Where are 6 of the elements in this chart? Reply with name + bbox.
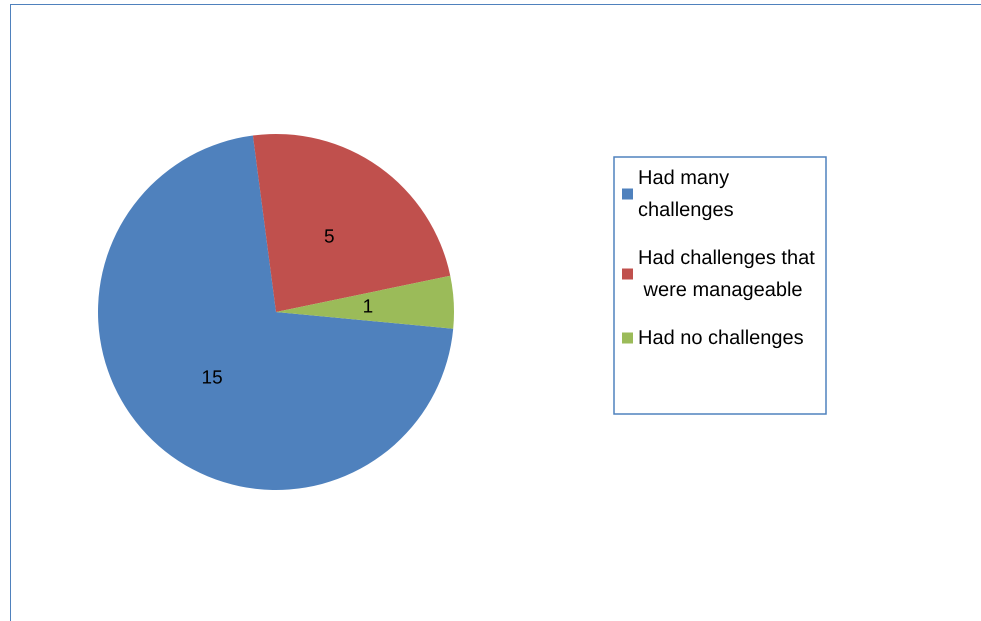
legend-label: Had no challenges <box>638 327 804 349</box>
data-label: 5 <box>324 226 335 248</box>
data-label: 15 <box>202 368 223 389</box>
data-label: 1 <box>362 296 374 318</box>
legend-label: Had challenges that were manageable <box>638 247 816 301</box>
legend-label: Had many challenges <box>638 167 735 221</box>
